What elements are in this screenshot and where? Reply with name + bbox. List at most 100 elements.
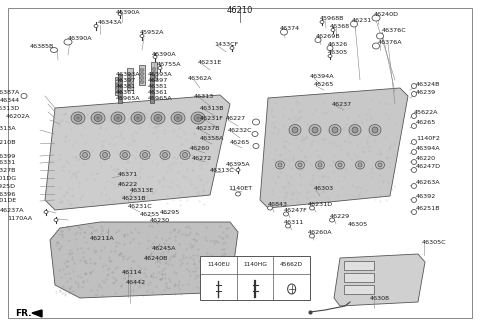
Ellipse shape [350, 21, 358, 27]
Ellipse shape [180, 151, 190, 159]
Ellipse shape [111, 112, 125, 124]
Ellipse shape [349, 125, 361, 136]
Ellipse shape [310, 206, 314, 210]
Text: 46343A: 46343A [98, 20, 122, 24]
Ellipse shape [136, 116, 140, 120]
Text: 46295: 46295 [160, 210, 180, 215]
Text: 46395A: 46395A [226, 161, 251, 167]
Text: 46263A: 46263A [416, 180, 441, 185]
Text: 46240B: 46240B [144, 256, 168, 260]
Polygon shape [50, 222, 238, 298]
Ellipse shape [411, 150, 417, 155]
Text: 46313A: 46313A [0, 126, 16, 130]
Ellipse shape [152, 71, 156, 75]
Ellipse shape [332, 127, 338, 133]
Bar [115, 77, 121, 95]
Text: 46265: 46265 [230, 140, 250, 144]
Ellipse shape [116, 91, 120, 94]
Text: 46394A: 46394A [310, 73, 335, 79]
Ellipse shape [252, 119, 260, 125]
Ellipse shape [284, 212, 288, 216]
Text: 46387A: 46387A [0, 90, 20, 95]
Text: 46371: 46371 [118, 172, 138, 177]
Text: 46231E: 46231E [198, 60, 222, 65]
Ellipse shape [140, 35, 144, 37]
Ellipse shape [128, 73, 132, 77]
Text: 46229: 46229 [330, 214, 350, 218]
Text: 45968B: 45968B [320, 16, 345, 21]
Text: 1601DE: 1601DE [0, 199, 16, 203]
Ellipse shape [128, 82, 132, 84]
Ellipse shape [194, 114, 202, 122]
Ellipse shape [280, 29, 288, 35]
Text: 46376A: 46376A [378, 39, 403, 45]
Ellipse shape [100, 151, 110, 159]
Text: 46442: 46442 [126, 279, 146, 285]
Ellipse shape [163, 153, 168, 157]
Bar [344, 261, 374, 270]
Text: 46390A: 46390A [116, 9, 141, 14]
Ellipse shape [267, 206, 273, 210]
Text: FR.: FR. [15, 309, 32, 319]
Ellipse shape [50, 48, 58, 52]
Bar [151, 62, 157, 80]
Ellipse shape [315, 37, 321, 42]
Ellipse shape [114, 114, 122, 122]
Text: 46393A: 46393A [148, 71, 173, 77]
Bar [150, 92, 154, 97]
Text: 46237A: 46237A [0, 208, 24, 213]
Ellipse shape [117, 116, 120, 120]
Ellipse shape [118, 12, 122, 16]
Ellipse shape [411, 198, 417, 202]
Text: 46361: 46361 [148, 90, 168, 95]
Text: 46397: 46397 [116, 78, 136, 82]
Ellipse shape [182, 153, 188, 157]
Ellipse shape [356, 161, 364, 169]
Text: 46390A: 46390A [68, 36, 93, 40]
Ellipse shape [94, 114, 102, 122]
Polygon shape [334, 254, 425, 306]
Text: 46313E: 46313E [130, 188, 154, 194]
Ellipse shape [288, 284, 296, 294]
Text: 46396: 46396 [0, 191, 16, 197]
Bar [118, 74, 122, 79]
Ellipse shape [143, 153, 147, 157]
Text: 46245A: 46245A [152, 245, 177, 250]
Text: 46240D: 46240D [374, 11, 399, 17]
Text: 46202A: 46202A [5, 113, 30, 118]
Ellipse shape [103, 153, 108, 157]
Bar [150, 74, 154, 79]
Ellipse shape [411, 83, 417, 88]
Text: 45952A: 45952A [140, 29, 165, 35]
Text: 46393A: 46393A [116, 71, 141, 77]
Ellipse shape [329, 218, 335, 222]
Text: 46374: 46374 [280, 25, 300, 31]
Text: 46392: 46392 [416, 194, 436, 199]
Text: 1140ET: 1140ET [228, 185, 252, 190]
Ellipse shape [54, 218, 58, 221]
Bar [118, 92, 122, 97]
Text: 46313D: 46313D [0, 106, 20, 111]
Text: 46255: 46255 [140, 212, 160, 216]
Ellipse shape [21, 94, 27, 98]
Ellipse shape [338, 163, 342, 167]
Text: 46358A: 46358A [200, 136, 224, 141]
Text: 1140F2: 1140F2 [416, 136, 440, 141]
Text: 46326: 46326 [328, 41, 348, 47]
Text: 45925D: 45925D [0, 184, 16, 188]
Ellipse shape [327, 46, 333, 51]
Text: 46390A: 46390A [152, 52, 177, 56]
Ellipse shape [411, 92, 417, 96]
Ellipse shape [131, 112, 145, 124]
Text: 46237: 46237 [332, 101, 352, 107]
Bar [344, 273, 374, 282]
Ellipse shape [116, 86, 120, 90]
Text: 45965A: 45965A [116, 96, 141, 100]
Text: 46313: 46313 [194, 94, 214, 98]
Text: 46362A: 46362A [188, 76, 213, 81]
Text: 46265: 46265 [416, 120, 436, 125]
Text: 46211A: 46211A [90, 235, 115, 241]
Ellipse shape [411, 168, 417, 172]
Text: 45622A: 45622A [414, 110, 439, 114]
Text: 46231F: 46231F [200, 115, 224, 121]
